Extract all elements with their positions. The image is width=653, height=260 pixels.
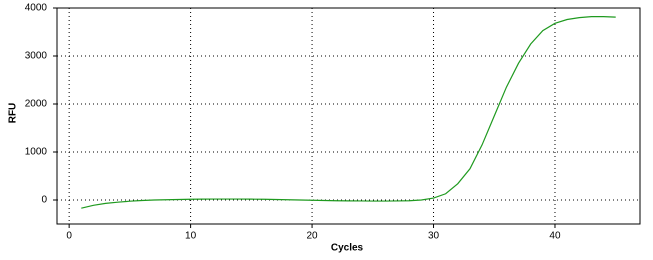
x-tick-label: 40 — [549, 231, 561, 242]
y-tick-label: 0 — [41, 195, 47, 206]
plot-frame — [56, 7, 641, 225]
y-tick-label: 2000 — [25, 99, 48, 110]
x-tick-label: 30 — [428, 231, 440, 242]
y-tick-label: 4000 — [25, 3, 48, 14]
amplification-curve — [81, 16, 616, 209]
y-tick-label: 3000 — [25, 51, 48, 62]
x-axis-title: Cycles — [331, 243, 364, 254]
y-axis-title: RFU — [8, 103, 19, 124]
y-tick-label: 1000 — [25, 147, 48, 158]
x-tick-label: 20 — [307, 231, 319, 242]
x-tick-label: 0 — [66, 231, 72, 242]
x-tick-label: 10 — [185, 231, 197, 242]
